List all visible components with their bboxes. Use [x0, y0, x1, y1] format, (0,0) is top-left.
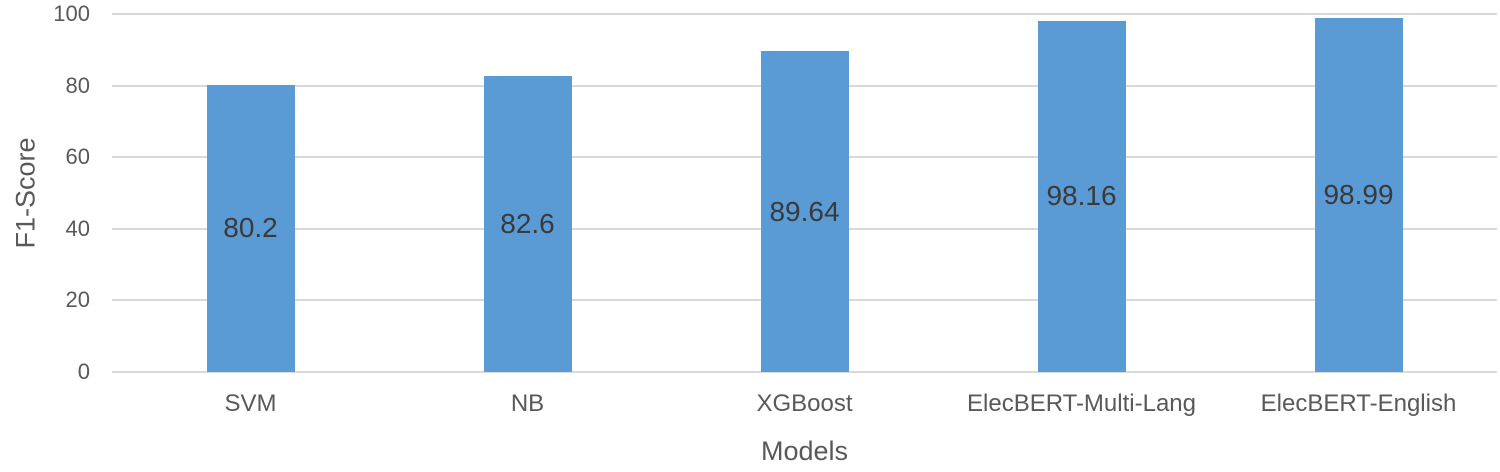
y-tick-label: 20 [65, 287, 90, 313]
y-tick-label: 100 [53, 1, 90, 26]
x-category-label: ElecBERT-English [1260, 390, 1457, 417]
bar-value-label: 98.99 [1323, 178, 1394, 210]
bar-xgboost: 89.64 [760, 51, 849, 372]
bar-svm: 80.2 [206, 84, 295, 372]
x-category-label: SVM [224, 390, 277, 417]
y-tick-label: 0 [77, 359, 90, 384]
bar-value-label: 89.64 [769, 195, 840, 227]
y-tick-label: 40 [65, 215, 90, 241]
gridline-y-100 [112, 13, 1497, 15]
x-category-label: NB [510, 390, 545, 417]
x-axis-title: Models [760, 436, 849, 466]
y-tick-label: 80 [65, 72, 90, 98]
bar-value-label: 80.2 [223, 212, 278, 244]
x-category-label: ElecBERT-Multi-Lang [967, 390, 1196, 417]
bar-elecbert-multi-lang: 98.16 [1037, 20, 1126, 372]
x-category-label: XGBoost [756, 390, 853, 417]
y-tick-label: 60 [65, 144, 90, 170]
bar-value-label: 98.16 [1046, 180, 1117, 212]
bar-nb: 82.6 [483, 76, 572, 372]
bar-value-label: 82.6 [500, 208, 555, 240]
plot-area: 80.2 82.6 89.64 98.16 98.99 [112, 13, 1497, 373]
gridline-y-0 [112, 371, 1497, 373]
bar-elecbert-english: 98.99 [1314, 17, 1403, 372]
